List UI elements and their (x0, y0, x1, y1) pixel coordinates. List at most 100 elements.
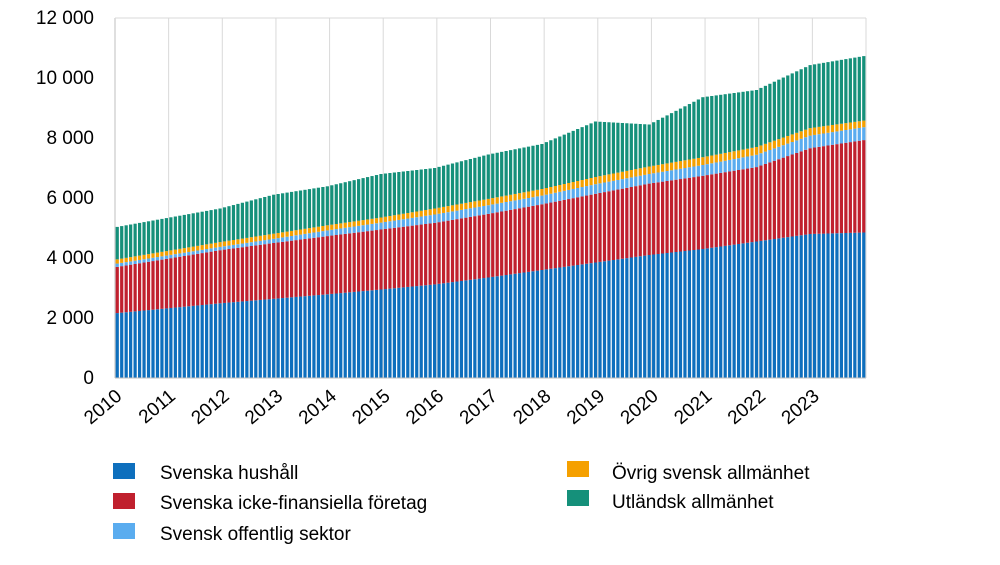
bar-segment (509, 274, 513, 379)
bar-segment (504, 151, 508, 196)
bar-segment (249, 300, 253, 378)
bar-segment (808, 135, 812, 149)
bar-segment (683, 160, 687, 168)
bar-segment (352, 291, 356, 378)
bar-segment (799, 151, 803, 236)
bar-segment (625, 187, 629, 259)
bar-segment (857, 56, 861, 122)
bar-segment (401, 287, 405, 379)
bar-segment (334, 229, 338, 235)
bar-segment (307, 228, 312, 234)
bar-segment (495, 197, 499, 204)
bar-segment (383, 228, 388, 290)
bar-segment (316, 295, 321, 378)
bar-segment (222, 246, 227, 250)
bar-segment (495, 152, 499, 198)
bar-segment (759, 87, 763, 146)
bar-segment (464, 280, 468, 379)
bar-segment (276, 298, 280, 378)
bar-segment (178, 307, 182, 379)
bar-segment (786, 75, 790, 136)
bar-segment (222, 241, 227, 247)
bar-segment (804, 67, 808, 130)
bar-segment (795, 140, 799, 153)
bar-segment (146, 261, 151, 311)
bar-segment (585, 186, 589, 196)
bar-segment (433, 284, 437, 378)
bar-segment (200, 245, 204, 250)
bar-segment (415, 286, 419, 378)
bar-segment (853, 57, 857, 122)
bar-segment (357, 232, 361, 292)
bar-segment (826, 62, 830, 126)
bar-segment (607, 260, 611, 379)
bar-segment (732, 151, 736, 160)
bar-segment (146, 254, 151, 259)
bar-segment (397, 219, 401, 228)
bar-segment (799, 138, 803, 152)
bar-segment (191, 246, 195, 252)
bar-segment (593, 193, 598, 263)
bar-segment (294, 296, 298, 378)
bar-segment (240, 243, 245, 248)
bar-segment (459, 280, 464, 378)
bar-segment (205, 304, 209, 378)
x-tick-label: 2019 (563, 386, 609, 429)
bar-segment (719, 161, 723, 173)
bar-segment (678, 161, 683, 169)
bar-segment (213, 303, 218, 378)
bar-segment (124, 262, 128, 266)
bar-segment (459, 203, 464, 210)
bar-segment (835, 233, 839, 378)
bar-segment (419, 169, 423, 211)
bar-segment (652, 182, 656, 255)
bar-segment (750, 147, 754, 156)
bar-segment (669, 180, 674, 253)
bar-segment (294, 230, 298, 236)
bar-segment (714, 154, 718, 163)
bar-segment (692, 166, 696, 178)
bar-segment (352, 226, 356, 233)
bar-segment (705, 175, 709, 249)
bar-segment (209, 248, 213, 252)
bar-segment (120, 312, 124, 378)
bar-segment (370, 176, 374, 219)
bar-segment (839, 143, 844, 234)
bar-segment (741, 149, 745, 158)
bar-segment (303, 233, 307, 239)
bar-segment (289, 236, 294, 241)
bar-segment (455, 162, 459, 205)
bar-segment (169, 258, 173, 308)
bar-segment (732, 93, 736, 152)
bar-segment (374, 223, 379, 231)
bar-segment (544, 142, 548, 188)
bar-segment (772, 148, 776, 161)
bar-segment (741, 243, 745, 379)
bar-segment (629, 170, 633, 178)
bar-segment (799, 131, 803, 139)
bar-segment (357, 225, 361, 233)
bar-segment (549, 202, 553, 269)
bar-segment (316, 187, 321, 227)
bar-segment (379, 289, 383, 378)
bar-segment (388, 288, 392, 378)
bar-segment (263, 197, 267, 236)
bar-segment (446, 220, 450, 283)
bar-segment (598, 192, 602, 262)
bar-segment (258, 299, 262, 378)
bar-segment (361, 220, 365, 226)
bar-segment (643, 255, 647, 379)
bar-segment (272, 194, 276, 234)
bar-segment (330, 224, 334, 230)
x-tick-label: 2023 (778, 386, 824, 429)
bar-segment (178, 253, 182, 257)
bar-segment (446, 212, 450, 221)
bar-segment (745, 91, 750, 149)
bar-segment (772, 81, 776, 141)
bar-segment (392, 215, 396, 221)
bar-segment (316, 237, 321, 296)
bar-segment (173, 216, 177, 250)
bar-segment (513, 200, 517, 210)
bar-segment (231, 302, 236, 378)
